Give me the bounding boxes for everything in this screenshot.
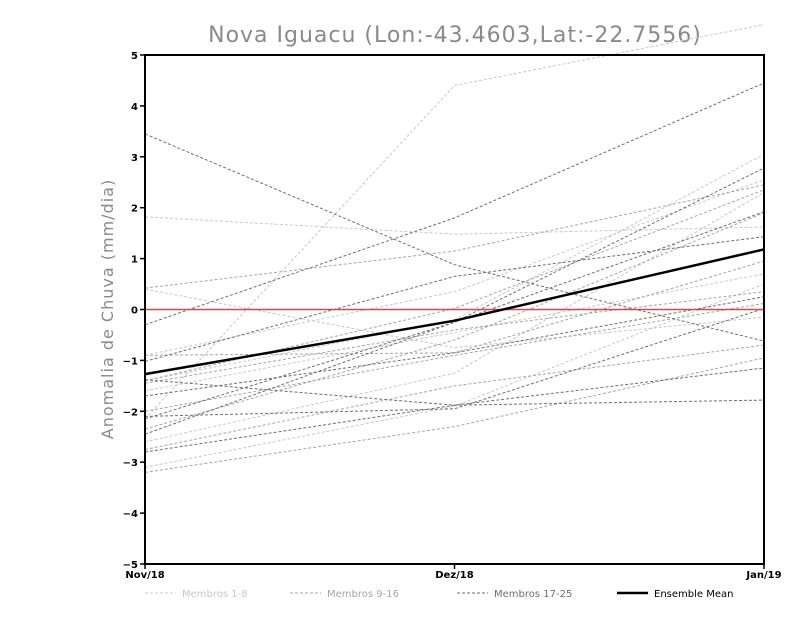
member-line-g1-3 [144, 153, 765, 382]
y-tick-label: −1 [123, 356, 138, 367]
member-line-g2-6 [144, 291, 765, 384]
member-line-g2-3 [144, 184, 765, 289]
y-tick-label: 0 [131, 306, 138, 317]
legend-label: Membros 17-25 [494, 589, 572, 600]
member-line-g1-7 [144, 179, 765, 356]
legend: Membros 1-8 Membros 9-16 Membros 17-25 Ense… [145, 589, 733, 600]
member-line-g3-3 [144, 236, 765, 362]
x-tick-label: Jan/19 [745, 570, 781, 581]
member-line-g3-2 [144, 82, 765, 326]
member-line-g1-2 [144, 216, 765, 235]
member-line-g3-9 [144, 308, 765, 417]
chart-title: Nova Iguacu (Lon:-43.4603,Lat:-22.7556) [208, 23, 702, 48]
member-line-g1-5 [144, 288, 765, 349]
x-tick-label: Nov/18 [125, 570, 164, 581]
member-line-g3-4 [144, 167, 765, 420]
y-tick-label: 3 [131, 153, 138, 164]
member-line-g2-7 [144, 344, 765, 450]
member-line-g2-8 [144, 357, 765, 473]
y-axis-label: Anomalia de Chuva (mm/dia) [98, 179, 117, 439]
member-line-g3-5 [144, 379, 765, 406]
y-tick-label: 5 [131, 51, 138, 62]
legend-label: Membros 1-8 [182, 589, 248, 600]
y-tick-label: −2 [123, 407, 138, 418]
member-line-g3-6 [144, 296, 765, 397]
member-line-g3-7 [144, 211, 765, 435]
member-line-g3-8 [144, 367, 765, 453]
y-tick-label: −3 [123, 458, 138, 469]
series-layer [144, 24, 765, 473]
y-tick-label: 4 [131, 102, 138, 113]
member-line-g1-4 [144, 191, 765, 443]
member-line-g1-1 [144, 24, 765, 420]
legend-label: Membros 9-16 [327, 589, 399, 600]
axis-layer: −5 −4 −3 −2 −1 0 1 2 3 4 5 Nov/18 Dez/18 Jan/19 [123, 51, 782, 581]
y-tick-label: −5 [123, 560, 138, 571]
y-tick-label: 1 [131, 255, 138, 266]
ensemble-mean-line [144, 248, 765, 376]
y-tick-label: −4 [123, 509, 138, 520]
member-line-g2-1 [144, 189, 765, 382]
y-tick-label: 2 [131, 204, 138, 215]
member-line-g2-5 [144, 212, 765, 430]
member-line-g3-1 [144, 133, 765, 342]
member-line-g1-8 [144, 283, 765, 468]
x-tick-label: Dez/18 [435, 570, 474, 581]
legend-label: Ensemble Mean [654, 589, 733, 600]
